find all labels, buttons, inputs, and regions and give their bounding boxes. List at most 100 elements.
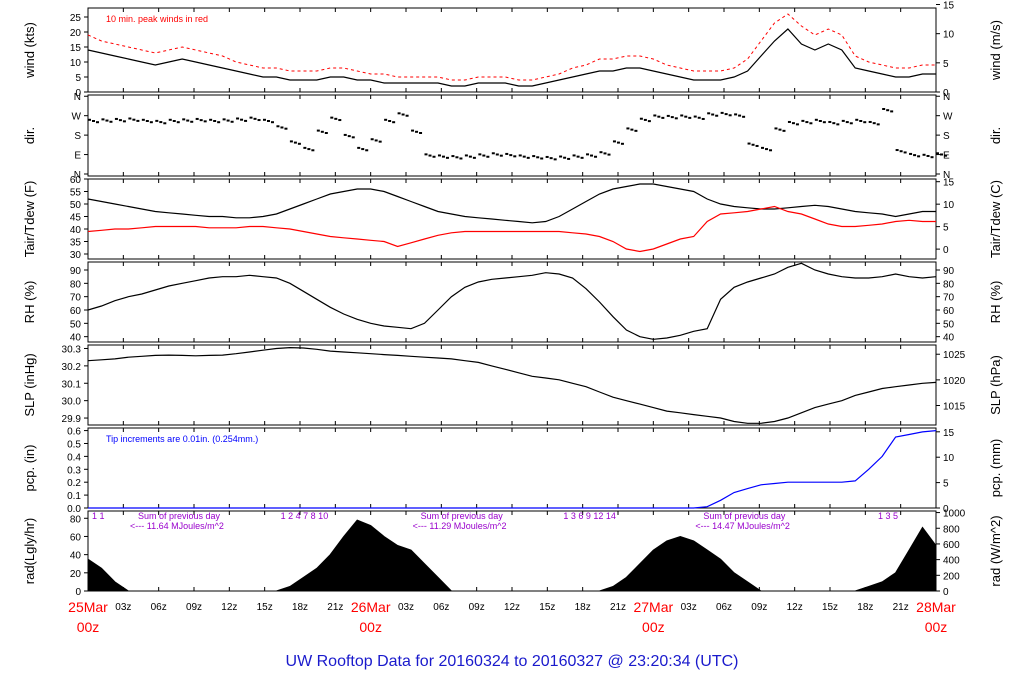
dir-point	[289, 140, 293, 143]
dir-point	[882, 108, 886, 110]
ytick-label-left-pcp: 0.0	[67, 504, 81, 515]
dir-point	[297, 142, 301, 145]
dir-point	[647, 120, 651, 123]
x-major-date: 25Mar	[68, 599, 108, 615]
dir-point	[92, 120, 95, 122]
dir-point	[303, 146, 307, 149]
ylabel-right-rad: rad (W/m^2)	[988, 515, 1003, 586]
dir-point	[868, 120, 872, 123]
ytick-label-left-pcp: 0.6	[67, 427, 81, 438]
dir-point	[374, 139, 378, 142]
dir-point	[266, 120, 270, 122]
dir-point	[330, 116, 334, 119]
x-major-date: 28Mar	[916, 599, 956, 615]
ytick-label-right-pcp: 5	[943, 479, 949, 490]
dir-point	[657, 115, 661, 118]
dir-point	[693, 115, 697, 118]
dir-point	[590, 154, 594, 157]
ytick-label-right-pcp: 0	[943, 504, 949, 515]
dir-point	[464, 154, 468, 157]
dir-point	[118, 119, 122, 122]
rad-sum-value: <--- 11.29 MJoules/m^2	[413, 521, 507, 531]
panel-frame-rh	[87, 261, 937, 343]
dir-point	[761, 146, 765, 149]
dir-point	[88, 118, 91, 121]
dir-point	[599, 151, 603, 154]
dir-point	[491, 152, 495, 155]
ylabel-left-wind: wind (kts)	[22, 22, 37, 79]
dir-point	[513, 155, 517, 158]
ytick-label-left-pcp: 0.5	[67, 439, 81, 450]
dir-point	[926, 154, 930, 157]
dir-point	[720, 111, 724, 114]
dir-point	[872, 122, 876, 125]
dir-point	[424, 153, 428, 156]
dir-point	[257, 119, 261, 122]
dir-point	[563, 156, 567, 159]
dir-point	[540, 157, 544, 160]
ytick-label-right-pcp: 10	[943, 453, 955, 464]
x-major-time: 00z	[77, 619, 100, 635]
ylabel-left-rh: RH (%)	[22, 281, 37, 324]
dir-point	[203, 120, 207, 123]
dir-point	[909, 152, 913, 155]
x-minor-label: 09z	[469, 602, 485, 613]
ytick-label-right-temp: 15	[943, 178, 955, 189]
ytick-label-left-rh: 80	[70, 279, 82, 290]
dir-point	[576, 155, 580, 158]
dir-point	[401, 113, 405, 116]
ytick-label-left-temp: 45	[70, 213, 82, 224]
ytick-label-right-slp: 1015	[943, 402, 966, 413]
annotation-pcp: Tip increments are 0.01in. (0.254mm.)	[106, 434, 258, 444]
dir-point	[249, 116, 253, 119]
x-minor-label: 12z	[221, 602, 237, 613]
ytick-label-left-wind: 25	[70, 13, 82, 24]
dir-point	[195, 117, 199, 120]
ytick-label-right-dir: W	[943, 112, 953, 123]
dir-point	[432, 155, 436, 158]
dir-point	[522, 155, 526, 158]
dir-point	[226, 119, 230, 122]
ytick-label-right-wind: 10	[943, 30, 955, 41]
ytick-label-left-wind: 0	[75, 88, 81, 99]
x-minor-label: 18z	[857, 602, 873, 613]
ytick-label-left-rad: 20	[70, 569, 82, 580]
rad-sum-value: <--- 14.47 MJoules/m^2	[695, 521, 790, 531]
dir-point	[809, 122, 813, 125]
ytick-label-right-rh: 70	[943, 293, 955, 304]
ytick-label-right-temp: 10	[943, 200, 955, 211]
ylabel-right-dir: dir.	[988, 127, 1003, 144]
dir-point	[791, 122, 795, 125]
dir-point	[580, 156, 584, 159]
dir-point	[495, 153, 499, 156]
dir-point	[890, 110, 894, 113]
ytick-label-left-rh: 40	[70, 333, 82, 344]
dir-point	[451, 155, 455, 158]
dir-point	[361, 148, 365, 151]
ytick-label-left-pcp: 0.4	[67, 452, 81, 463]
ytick-label-right-dir: N	[943, 170, 950, 181]
dir-point	[276, 125, 280, 128]
dir-point	[482, 154, 486, 157]
dir-point	[392, 121, 396, 124]
ytick-label-left-dir: N	[74, 92, 81, 103]
ytick-label-left-wind: 5	[75, 73, 81, 84]
dir-point	[549, 157, 553, 160]
dir-point	[149, 121, 153, 124]
rad-hours-label: 1 2 4 7 8 10	[281, 511, 329, 521]
dir-point	[253, 117, 257, 120]
ytick-label-right-pcp: 15	[943, 428, 955, 439]
rad-hours-label: 1 3 6 9 12 14	[563, 511, 616, 521]
dir-point	[468, 155, 472, 158]
dir-point	[855, 118, 859, 121]
dir-point	[347, 135, 351, 138]
dir-point	[163, 122, 167, 125]
ytick-label-right-rh: 50	[943, 319, 955, 330]
rad-sum-label: Sum of previous day	[703, 511, 786, 521]
dir-point	[738, 114, 742, 117]
ytick-label-left-dir: W	[72, 112, 82, 123]
dir-point	[715, 114, 719, 117]
ytick-label-right-rad: 400	[943, 556, 960, 567]
dir-point	[338, 119, 342, 122]
